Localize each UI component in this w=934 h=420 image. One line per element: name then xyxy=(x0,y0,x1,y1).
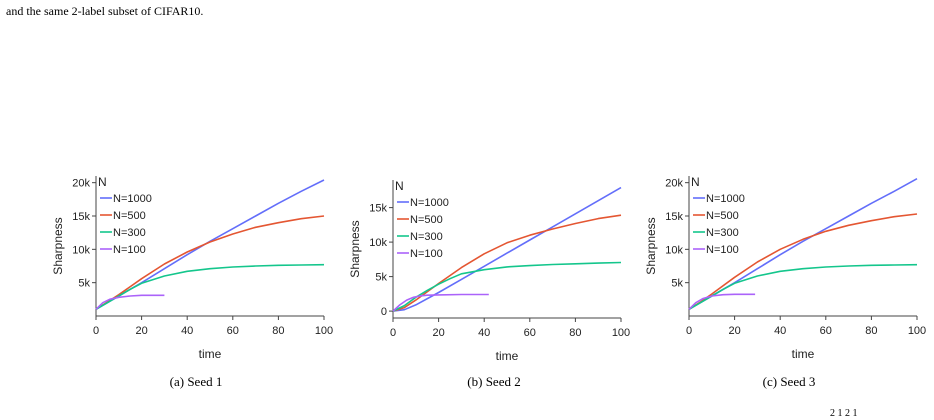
x-tick-label: 100 xyxy=(612,327,630,339)
series-line-n-300 xyxy=(392,261,622,312)
x-tick-label: 0 xyxy=(93,325,99,337)
x-tick-label: 60 xyxy=(820,325,832,337)
legend-entry: N=300 xyxy=(410,231,443,243)
series-line-n-100 xyxy=(95,294,165,310)
legend-entry: N=100 xyxy=(706,244,739,256)
x-tick-label: 60 xyxy=(227,325,239,337)
subcaption: (b) Seed 2 xyxy=(467,374,520,389)
x-axis-label: time xyxy=(199,347,222,361)
y-axis-label: Sharpness xyxy=(644,217,658,274)
legend-entry: N=300 xyxy=(113,227,146,239)
y-tick-label: 5k xyxy=(375,272,387,284)
x-tick-label: 20 xyxy=(432,327,444,339)
x-tick-label: 80 xyxy=(569,327,581,339)
series-line-n-100 xyxy=(688,293,756,310)
y-axis-label: Sharpness xyxy=(348,220,362,277)
legend-entry: N=100 xyxy=(410,248,443,260)
x-tick-label: 20 xyxy=(135,325,147,337)
chart-panel-1: 0 20 40 60 80 100 5k 10k 15k 20k time Sharpness N N=1… xyxy=(51,175,333,389)
y-tick-label: 5k xyxy=(671,278,683,290)
series-line-n-1000 xyxy=(392,186,622,312)
x-tick-label: 40 xyxy=(774,325,786,337)
y-tick-label: 5k xyxy=(78,278,90,290)
legend-entry: N=500 xyxy=(706,210,739,222)
series-line-n-300 xyxy=(95,263,325,310)
series-line-n-300 xyxy=(688,263,918,310)
x-axis-label: time xyxy=(496,349,519,363)
y-tick-label: 15k xyxy=(369,203,387,215)
caption-line-2: and the same 2-label subset of CIFAR10. xyxy=(6,4,204,18)
legend-entry: N=100 xyxy=(113,244,146,256)
subcaption: (a) Seed 1 xyxy=(170,374,223,389)
x-tick-label: 0 xyxy=(390,327,396,339)
x-tick-label: 40 xyxy=(478,327,490,339)
subcaption: (c) Seed 3 xyxy=(763,374,816,389)
legend-title: N xyxy=(98,175,107,189)
x-tick-label: 40 xyxy=(181,325,193,337)
legend-entry: N=500 xyxy=(410,214,443,226)
y-tick-label: 10k xyxy=(369,237,387,249)
legend-entry: N=1000 xyxy=(113,193,152,205)
series-line-n-100 xyxy=(392,293,489,312)
x-tick-label: 100 xyxy=(908,325,926,337)
series-line-n-500 xyxy=(688,213,918,310)
legend-entry: N=1000 xyxy=(706,193,745,205)
series-line-n-500 xyxy=(392,214,622,312)
caption-bottom-fragment: 2 1 2 1 xyxy=(830,408,858,419)
x-tick-label: 80 xyxy=(865,325,877,337)
y-axis-label: Sharpness xyxy=(51,217,65,274)
legend-title: N xyxy=(691,175,700,189)
y-tick-label: 0 xyxy=(381,306,387,318)
chart-panel-2: 0 20 40 60 80 100 0 5k 10k 15k time Sharpness N N=100… xyxy=(348,179,630,389)
y-tick-label: 10k xyxy=(665,244,683,256)
legend-title: N xyxy=(395,179,404,193)
legend-entry: N=300 xyxy=(706,227,739,239)
legend-entry: N=500 xyxy=(113,210,146,222)
y-tick-label: 10k xyxy=(72,244,90,256)
y-tick-label: 15k xyxy=(665,211,683,223)
chart-panel-3: 0 20 40 60 80 100 5k 10k 15k 20k time Sharpness N N=1… xyxy=(644,175,926,389)
x-axis-label: time xyxy=(792,347,815,361)
y-tick-label: 20k xyxy=(665,178,683,190)
x-tick-label: 80 xyxy=(272,325,284,337)
x-tick-label: 60 xyxy=(524,327,536,339)
y-tick-label: 20k xyxy=(72,178,90,190)
x-tick-label: 0 xyxy=(686,325,692,337)
x-tick-label: 20 xyxy=(728,325,740,337)
legend-entry: N=1000 xyxy=(410,197,449,209)
y-tick-label: 15k xyxy=(72,211,90,223)
series-line-n-500 xyxy=(95,215,325,310)
x-tick-label: 100 xyxy=(315,325,333,337)
